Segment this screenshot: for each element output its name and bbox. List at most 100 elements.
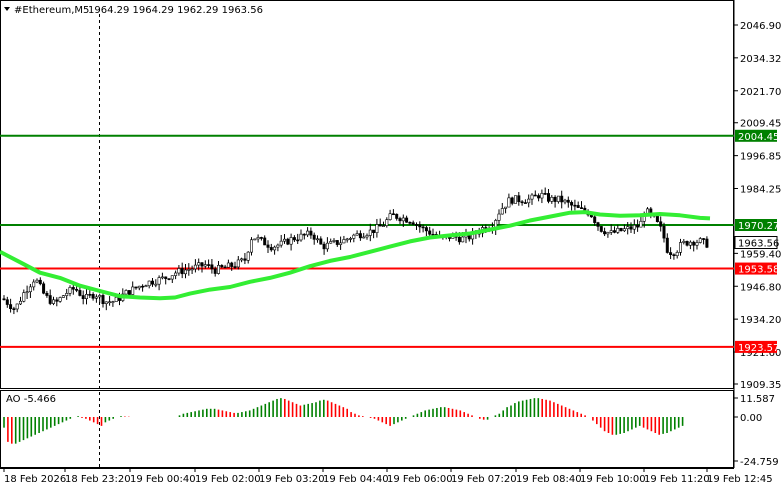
time-label: 18 Feb 23:20 xyxy=(65,474,131,485)
candle-body xyxy=(636,224,640,228)
candle-body xyxy=(246,251,250,261)
time-label: 18 Feb 2026 xyxy=(4,474,66,485)
candle-body xyxy=(375,224,379,233)
candle-body xyxy=(114,297,118,302)
candle-body xyxy=(662,225,666,239)
candle-body xyxy=(256,237,260,240)
level-price-label: 2004.45 xyxy=(738,132,779,143)
candle-body xyxy=(312,234,316,240)
candle-body xyxy=(223,266,227,269)
time-label: 19 Feb 10:00 xyxy=(580,474,646,485)
ao-tick-label: 11.587 xyxy=(740,394,775,405)
price-tick-label: 1921.60 xyxy=(740,348,781,359)
candle-body xyxy=(276,244,280,248)
candle-body xyxy=(702,238,706,240)
candle-body xyxy=(362,236,366,239)
candle-body xyxy=(556,195,560,202)
candle-body xyxy=(282,238,286,242)
candle-body xyxy=(217,265,221,274)
candle-body xyxy=(609,230,613,233)
candle-body xyxy=(253,238,257,241)
candle-body xyxy=(507,197,511,208)
candle-body xyxy=(405,217,409,223)
candle-body xyxy=(378,224,382,227)
candle-body xyxy=(705,238,709,248)
moving-average xyxy=(0,210,711,301)
price-tick-label: 2034.32 xyxy=(740,54,781,65)
candle-body xyxy=(527,198,531,204)
candle-body xyxy=(659,221,663,227)
candle-body xyxy=(243,258,247,261)
candle-body xyxy=(675,252,679,256)
candle-body xyxy=(35,279,39,283)
candle-body xyxy=(335,240,339,245)
time-label: 19 Feb 12:45 xyxy=(707,474,773,485)
candle-body xyxy=(230,262,234,267)
candle-body xyxy=(259,237,263,239)
candle-body xyxy=(88,294,92,296)
candle-body xyxy=(154,283,158,286)
level-price-box xyxy=(735,129,777,142)
candle-body xyxy=(193,264,197,270)
time-label: 19 Feb 08:40 xyxy=(516,474,582,485)
candle-body xyxy=(210,264,214,270)
candle-body xyxy=(510,197,514,204)
price-tick-label: 1996.85 xyxy=(740,152,781,163)
level-price-box xyxy=(735,219,777,232)
ohlc-values: 1964.29 1964.29 1962.29 1963.56 xyxy=(88,5,263,16)
candle-body xyxy=(622,228,626,232)
price-tick-label: 1934.20 xyxy=(740,315,781,326)
symbol-label: #Ethereum,M5 xyxy=(14,5,89,16)
candle-body xyxy=(141,285,145,288)
ma-line xyxy=(0,210,711,301)
current-price: 1963.56 xyxy=(734,236,779,250)
level-price-label: 1953.58 xyxy=(738,265,779,276)
candle-body xyxy=(197,262,201,266)
candle-body xyxy=(401,217,405,222)
candle-body xyxy=(550,196,554,202)
candle-body xyxy=(184,269,188,275)
price-tick-label: 2009.45 xyxy=(740,119,781,130)
candle-body xyxy=(329,241,333,244)
candle-body xyxy=(537,195,541,199)
candle-body xyxy=(573,204,577,207)
candle-body xyxy=(655,215,659,223)
candle-body xyxy=(127,290,131,295)
candle-body xyxy=(513,195,517,204)
candle-body xyxy=(398,218,402,222)
candle-body xyxy=(55,299,59,302)
time-label: 19 Feb 00:40 xyxy=(130,474,196,485)
candle-body xyxy=(358,233,362,239)
time-label: 19 Feb 06:00 xyxy=(387,474,453,485)
candle-body xyxy=(540,193,544,199)
candle-body xyxy=(639,220,643,228)
candle-body xyxy=(187,269,191,271)
candle-body xyxy=(672,254,676,256)
candle-body xyxy=(5,299,9,305)
candle-body xyxy=(560,195,564,203)
candle-body xyxy=(296,239,300,242)
candle-body xyxy=(497,213,501,221)
candle-body xyxy=(395,213,399,219)
candle-body xyxy=(606,232,610,235)
price-tick-label: 1909.35 xyxy=(740,380,781,391)
candle-body xyxy=(299,233,303,241)
candle-body xyxy=(543,193,547,195)
candle-body xyxy=(15,303,19,310)
candle-body xyxy=(233,266,237,268)
candle-body xyxy=(170,275,174,280)
level-price-box xyxy=(735,340,777,353)
main-panel-frame xyxy=(0,0,734,389)
current-price-box xyxy=(734,236,778,250)
candle-body xyxy=(240,258,244,261)
candle-body xyxy=(220,265,224,268)
candle-body xyxy=(421,226,425,229)
candle-body xyxy=(45,292,49,296)
candle-body xyxy=(520,201,524,204)
symbol-dropdown-icon[interactable] xyxy=(4,7,10,11)
candle-body xyxy=(292,237,296,241)
candle-body xyxy=(306,230,310,236)
candle-body xyxy=(200,262,204,267)
candle-body xyxy=(678,242,682,253)
